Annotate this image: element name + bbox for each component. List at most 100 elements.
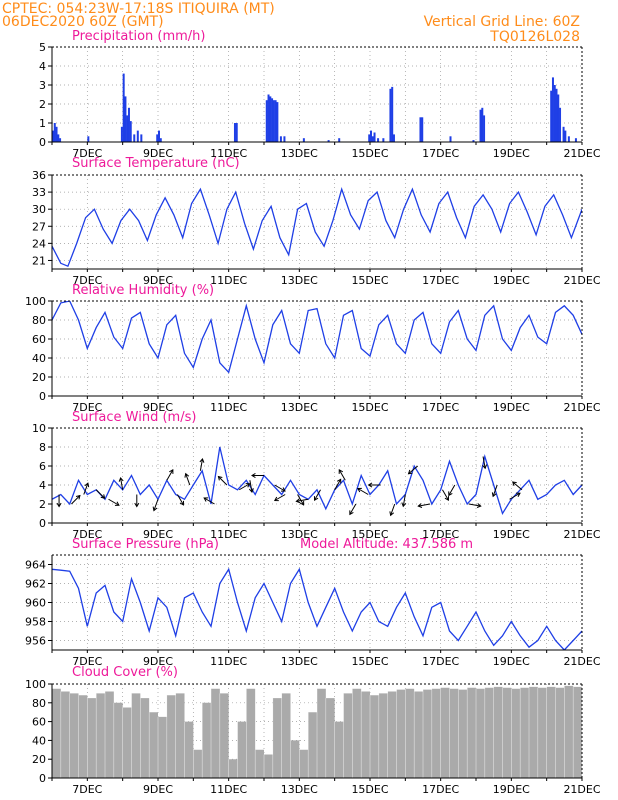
wind-arrowhead xyxy=(389,511,395,517)
precip-bar xyxy=(389,88,392,142)
x-tick-label: 9DEC xyxy=(143,528,173,541)
wind-arrowhead xyxy=(56,502,62,508)
y-tick-label: 20 xyxy=(32,371,46,384)
wind-arrowhead xyxy=(357,487,362,493)
y-tick-label: 2 xyxy=(39,98,46,111)
panel-2: Relative Humidity (%) 0 20 40 60 80 100 7DEC 9DE… xyxy=(25,283,601,414)
precip-bar xyxy=(479,109,482,142)
wind-arrow xyxy=(314,489,321,501)
wind-arrow xyxy=(442,489,449,501)
x-tick-label: 19DEC xyxy=(493,401,530,414)
precip-bar xyxy=(327,140,330,142)
x-tick-label: 11DEC xyxy=(210,528,247,541)
wind-arrowhead xyxy=(203,497,209,502)
y-tick-label: 80 xyxy=(32,314,46,327)
wind-arrowhead xyxy=(251,473,256,478)
panel-4: Surface Pressure (hPa) Model Altitude: 43… xyxy=(25,537,601,668)
wind-arrow xyxy=(334,479,342,491)
x-tick-label: 17DEC xyxy=(422,401,459,414)
wind-arrowhead xyxy=(152,506,158,512)
x-tick-label: 7DEC xyxy=(72,655,102,668)
plot-area xyxy=(52,685,582,778)
precip-bar xyxy=(382,138,385,142)
x-tick-label: 11DEC xyxy=(210,655,247,668)
wind-arrowhead xyxy=(401,502,407,508)
wind-arrow xyxy=(274,484,286,492)
x-tick-label: 15DEC xyxy=(351,274,388,287)
x-tick-label: 19DEC xyxy=(493,655,530,668)
x-tick-label: 9DEC xyxy=(143,401,173,414)
x-tick-label: 21DEC xyxy=(563,147,600,160)
y-tick-label: 24 xyxy=(32,237,46,250)
x-tick-label: 21DEC xyxy=(563,528,600,541)
y-tick-label: 2 xyxy=(39,498,46,511)
precip-bar xyxy=(158,130,160,142)
y-tick-label: 60 xyxy=(32,333,46,346)
precip-bar xyxy=(392,134,395,142)
panel-title: Surface Temperature (nC) xyxy=(72,156,240,171)
y-tick-label: 5 xyxy=(39,41,46,54)
panel-title: Precipitation (mm/h) xyxy=(72,29,205,44)
wind-arrowhead xyxy=(184,472,190,478)
y-tick-label: 100 xyxy=(25,678,46,691)
wind-arrowhead xyxy=(280,487,286,492)
precip-bar xyxy=(472,140,475,142)
panel-title: Surface Wind (m/s) xyxy=(72,410,196,425)
precip-bar xyxy=(235,123,238,142)
x-tick-label: 13DEC xyxy=(281,655,318,668)
wind-arrow xyxy=(177,494,184,506)
plot-area xyxy=(52,301,582,374)
wind-arrow xyxy=(509,492,521,500)
plot-area xyxy=(52,73,577,142)
precip-bar xyxy=(553,85,556,142)
panel-title: Relative Humidity (%) xyxy=(72,283,214,298)
x-tick-label: 17DEC xyxy=(422,147,459,160)
y-tick-label: 40 xyxy=(32,352,46,365)
precip-bar xyxy=(57,134,60,142)
header-grid-note: Vertical Grid Line: 60Z xyxy=(424,14,580,30)
x-tick-label: 17DEC xyxy=(422,783,459,796)
y-tick-label: 20 xyxy=(32,753,46,766)
precip-bar xyxy=(140,134,143,142)
x-tick-label: 11DEC xyxy=(210,783,247,796)
wind-arrowhead xyxy=(338,469,344,474)
x-tick-label: 13DEC xyxy=(281,528,318,541)
precip-bar xyxy=(551,77,554,142)
precip-bar xyxy=(567,136,570,142)
y-tick-label: 1 xyxy=(39,117,46,130)
wind-arrow xyxy=(482,456,486,469)
wind-arrowhead xyxy=(511,481,517,486)
wind-arrow xyxy=(185,473,191,486)
series-line xyxy=(52,301,582,374)
wind-arrowhead xyxy=(448,491,453,497)
wind-arrowhead xyxy=(273,496,279,502)
wind-arrow xyxy=(297,494,304,506)
y-tick-label: 6 xyxy=(39,460,46,473)
y-tick-label: 21 xyxy=(32,254,46,267)
precip-bar xyxy=(124,96,127,142)
wind-arrow xyxy=(418,503,431,507)
y-tick-label: 4 xyxy=(39,60,46,73)
wind-arrow xyxy=(153,499,159,511)
precip-bar xyxy=(55,126,58,142)
wind-arrowhead xyxy=(313,496,319,501)
x-tick-label: 9DEC xyxy=(143,147,173,160)
y-tick-label: 958 xyxy=(25,616,46,629)
precip-bar xyxy=(136,130,139,142)
x-tick-label: 11DEC xyxy=(210,401,247,414)
x-tick-label: 13DEC xyxy=(281,274,318,287)
y-tick-label: 60 xyxy=(32,716,46,729)
x-tick-label: 17DEC xyxy=(422,274,459,287)
x-tick-label: 11DEC xyxy=(210,147,247,160)
wind-arrowhead xyxy=(84,482,90,488)
precip-bar xyxy=(120,126,123,142)
wind-arrowhead xyxy=(295,498,301,504)
plot-area xyxy=(52,567,582,650)
precip-bar xyxy=(419,117,422,142)
wind-arrowhead xyxy=(199,457,205,463)
y-tick-label: 0 xyxy=(39,772,46,785)
wind-arrowhead xyxy=(349,510,354,516)
wind-arrowhead xyxy=(407,469,413,475)
wind-arrowhead xyxy=(248,488,254,494)
x-tick-label: 15DEC xyxy=(351,147,388,160)
